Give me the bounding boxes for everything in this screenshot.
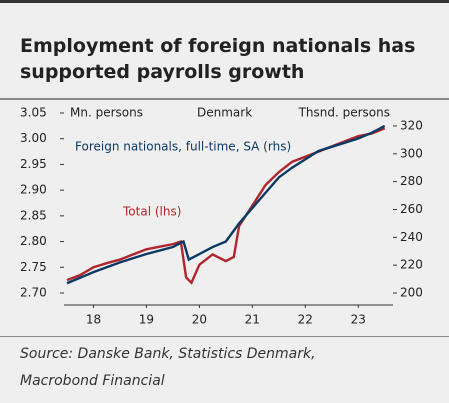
chart-title: Employment of foreign nationals has <box>20 35 415 57</box>
x-tick-label: 22 <box>298 313 313 327</box>
source: Source: Danske Bank, Statistics Denmark, <box>20 346 316 362</box>
y-tick-label: 2.70 <box>20 286 47 300</box>
source: Macrobond Financial <box>20 373 165 389</box>
y2-tick-label: 220 <box>400 258 423 272</box>
y-tick-label: 2.90 <box>20 183 47 197</box>
y2-tick-label: 280 <box>400 174 423 188</box>
series-label: Foreign nationals, full-time, SA (rhs) <box>75 140 291 154</box>
y-tick-label: 2.95 <box>20 157 47 171</box>
unit-label: Mn. persons <box>70 106 143 120</box>
series-label: Total (lhs) <box>122 205 181 219</box>
y-tick-label: 2.85 <box>20 208 47 222</box>
line-series <box>66 124 386 285</box>
unit-label: Thsnd. persons <box>298 106 390 120</box>
y-tick-label: 3.00 <box>20 131 47 145</box>
y2-tick-label: 320 <box>400 118 423 132</box>
separator <box>0 98 449 100</box>
chart-title: supported payrolls growth <box>20 61 304 83</box>
annotation: Denmark <box>197 106 252 120</box>
y2-tick-label: 300 <box>400 146 423 160</box>
y-tick-label: 3.05 <box>20 106 47 120</box>
x-tick-label: 19 <box>139 313 154 327</box>
y2-tick-label: 260 <box>400 202 423 216</box>
y2-tick-label: 240 <box>400 230 423 244</box>
y2-tick-label: 200 <box>400 286 423 300</box>
y-tick-label: 2.75 <box>20 260 47 274</box>
x-tick-label: 20 <box>192 313 207 327</box>
separator <box>0 336 449 337</box>
x-tick-label: 18 <box>86 313 101 327</box>
y-tick-label: 2.80 <box>20 234 47 248</box>
x-tick-label: 21 <box>245 313 260 327</box>
top-border <box>0 0 449 3</box>
x-tick-label: 23 <box>351 313 366 327</box>
